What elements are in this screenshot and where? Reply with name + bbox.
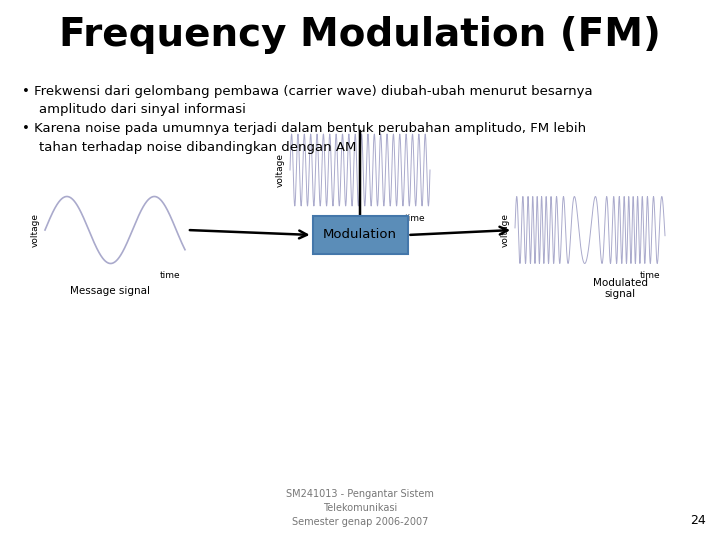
Text: Modulated
signal: Modulated signal [593,278,647,299]
Text: voltage: voltage [501,213,510,247]
Text: Modulation: Modulation [323,228,397,241]
Text: voltage: voltage [276,153,285,187]
Text: time: time [405,214,425,223]
Text: voltage: voltage [31,213,40,247]
Text: time: time [159,272,180,280]
Text: 24: 24 [690,514,706,526]
Text: Message signal: Message signal [70,286,150,295]
FancyBboxPatch shape [312,216,408,254]
Text: Carrier waveform: Carrier waveform [315,224,405,234]
Text: time: time [639,272,660,280]
Text: • Frekwensi dari gelombang pembawa (carrier wave) diubah-ubah menurut besarnya
 : • Frekwensi dari gelombang pembawa (carr… [22,85,593,153]
Text: SM241013 - Pengantar Sistem
Telekomunikasi
Semester genap 2006-2007: SM241013 - Pengantar Sistem Telekomunika… [286,489,434,527]
Text: Frequency Modulation (FM): Frequency Modulation (FM) [59,16,661,54]
